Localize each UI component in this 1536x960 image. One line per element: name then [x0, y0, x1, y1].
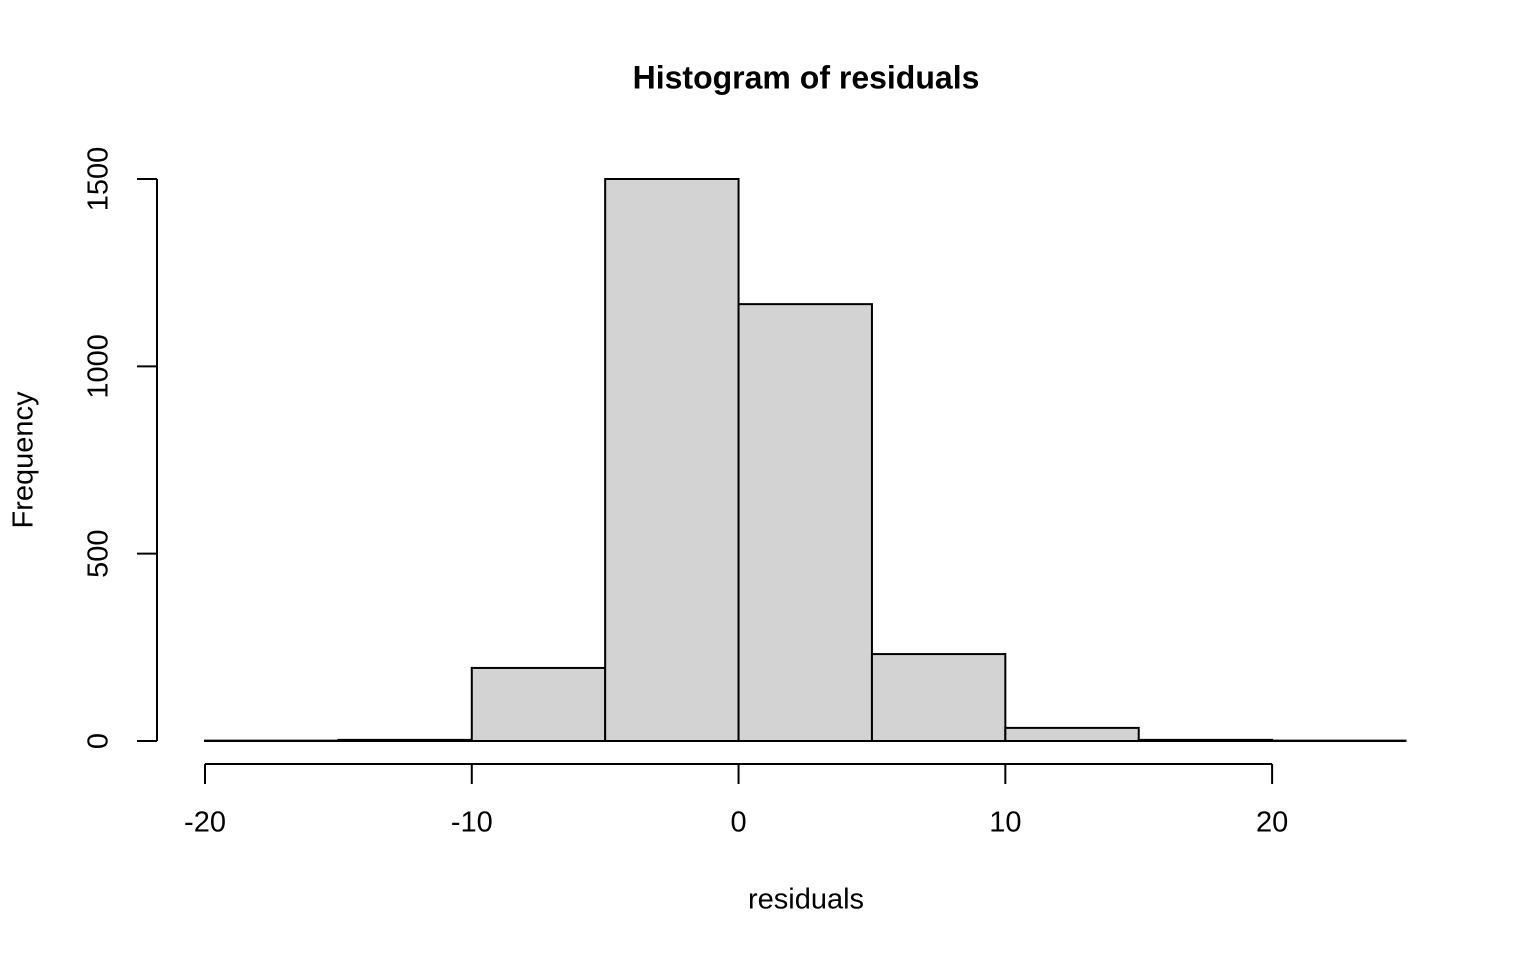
- bar: [604, 178, 740, 742]
- x-tick-label: 0: [730, 807, 746, 839]
- chart-title: Histogram of residuals: [633, 59, 980, 95]
- bar: [470, 666, 607, 742]
- x-tick-label: -20: [184, 807, 226, 839]
- bar: [1004, 726, 1140, 742]
- x-tick-label: 10: [989, 807, 1021, 839]
- bar: [737, 303, 873, 742]
- bar: [337, 738, 473, 742]
- y-tick-label: 500: [83, 529, 115, 577]
- y-tick-label: 0: [83, 733, 115, 749]
- y-tick-label: 1000: [83, 334, 115, 399]
- y-axis-label: Frequency: [8, 391, 40, 529]
- bar: [870, 653, 1007, 742]
- x-tick-label: 20: [1256, 807, 1288, 839]
- y-tick-label: 1500: [83, 147, 115, 212]
- bar: [1137, 738, 1274, 742]
- x-axis-label: residuals: [748, 884, 864, 916]
- x-tick-label: -10: [451, 807, 493, 839]
